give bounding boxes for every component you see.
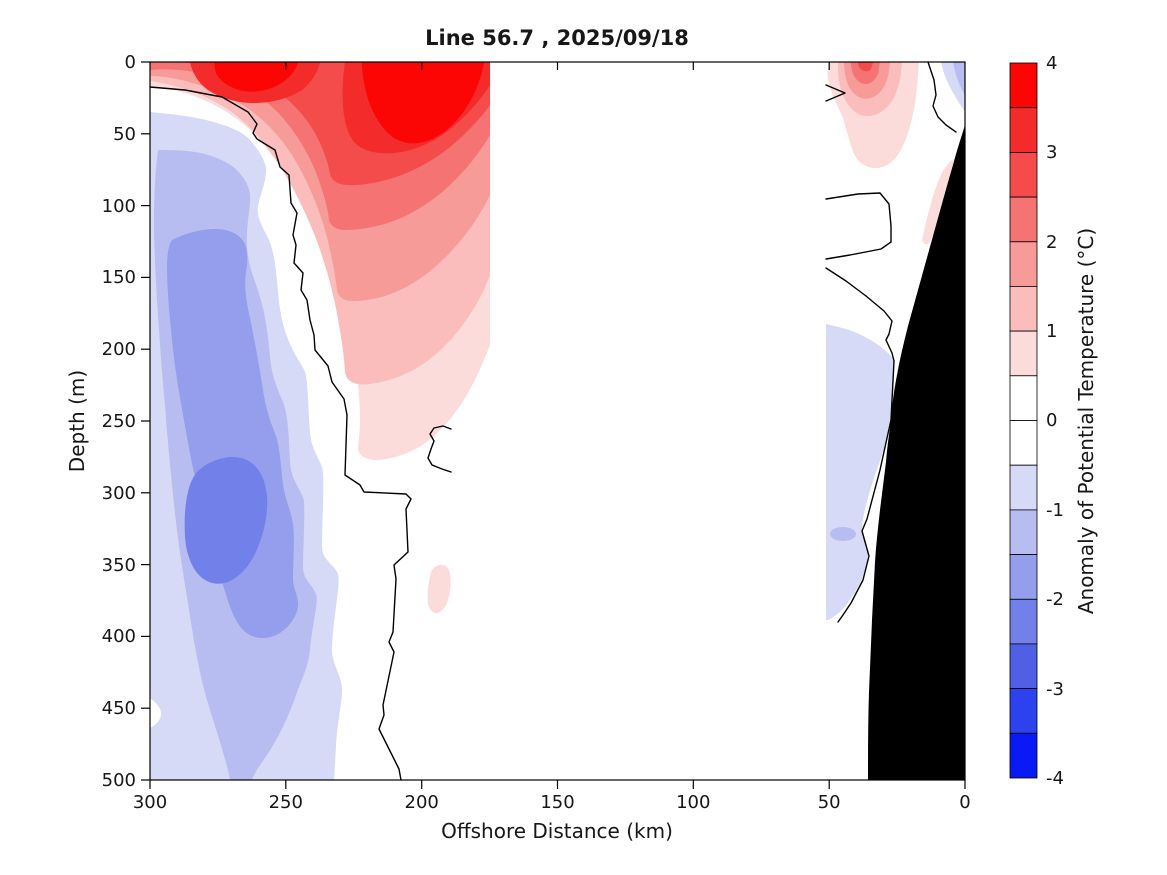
zero-contour-chevron: [825, 84, 846, 102]
cb-tick-0: 0: [1046, 410, 1057, 431]
y-tick-labels: 0 50 100 150 200 250 300 350 400 450 500: [102, 52, 136, 791]
y-tick-label-250: 250: [102, 411, 136, 432]
x-tick-label-50: 50: [818, 792, 841, 813]
cold-core: [184, 457, 268, 584]
cb-tick-1: 1: [1046, 321, 1057, 342]
y-axis-label: Depth (m): [65, 370, 89, 472]
warm-core-west: [214, 62, 298, 92]
left-segment-cold-bands: [150, 112, 343, 780]
nearshore-warm-core: [858, 62, 873, 72]
plot-title: Line 56.7 , 2025/09/18: [425, 26, 689, 50]
x-tick-label-150: 150: [540, 792, 574, 813]
colorbar-seg: [1009, 285, 1038, 332]
cb-tick-m2: -2: [1046, 589, 1064, 610]
cb-tick-2: 2: [1046, 232, 1057, 253]
cb-tick-m4: -4: [1046, 768, 1064, 789]
colorbar-seg: [1009, 241, 1038, 287]
colorbar-seg: [1009, 196, 1038, 243]
right-segment-bands: [826, 62, 965, 620]
colorbar-seg: [1009, 420, 1038, 466]
colorbar-seg: [1009, 688, 1038, 734]
y-tick-label-200: 200: [102, 339, 136, 360]
colorbar: 4 3 2 1 0 -1 -2 -3 -4 Anomaly of Potenti…: [1009, 53, 1098, 789]
x-tick-labels: 300 250 200 150 100 50 0: [133, 792, 971, 813]
nearshore-warm-2p0: [851, 62, 880, 84]
zero-contour-slope: [825, 267, 895, 623]
x-tick-label-100: 100: [676, 792, 710, 813]
zero-contour-coast-top: [927, 61, 957, 133]
nearshore-cold-patch-inner: [830, 527, 856, 541]
cb-tick-m3: -3: [1046, 679, 1064, 700]
x-axis-label: Offshore Distance (km): [441, 819, 673, 843]
x-tick-label-250: 250: [269, 792, 303, 813]
zero-contour-lines: [149, 61, 957, 781]
colorbar-seg: [1009, 330, 1038, 377]
warm-core-east: [362, 62, 484, 144]
colorbar-seg: [1009, 509, 1038, 555]
y-tick-label-0: 0: [125, 52, 136, 73]
colorbar-seg: [1009, 464, 1038, 511]
bottom-axis-ticks: [149, 780, 966, 789]
zero-contour-c-loop: [427, 425, 452, 473]
slope-warm-sliver: [922, 159, 954, 245]
colorbar-seg: [1009, 732, 1038, 779]
cb-tick-m1: -1: [1046, 500, 1064, 521]
zero-contour-loop-100m: [825, 192, 892, 260]
y-tick-label-400: 400: [102, 626, 136, 647]
warm-patch-deep: [427, 564, 451, 614]
colorbar-seg: [1009, 62, 1038, 109]
top-axis-ticks: [285, 62, 830, 70]
y-tick-label-300: 300: [102, 483, 136, 504]
colorbar-seg: [1009, 375, 1038, 421]
y-tick-label-500: 500: [102, 770, 136, 791]
cb-tick-4: 4: [1046, 53, 1057, 74]
cb-tick-3: 3: [1046, 142, 1057, 163]
x-tick-label-300: 300: [133, 792, 167, 813]
zero-contour-main: [149, 86, 412, 781]
colorbar-seg: [1009, 598, 1038, 645]
coast-surface-cold-inner: [953, 62, 965, 95]
y-tick-label-50: 50: [113, 124, 136, 145]
y-tick-label-100: 100: [102, 196, 136, 217]
colorbar-seg: [1009, 554, 1038, 600]
left-segment-warm-bands: [150, 62, 490, 614]
colorbar-label: Anomaly of Potential Temperature (°C): [1074, 228, 1098, 614]
cold-band-1p5: [167, 229, 299, 639]
y-tick-label-150: 150: [102, 267, 136, 288]
nearshore-cold-patch: [826, 324, 894, 620]
y-tick-label-450: 450: [102, 698, 136, 719]
x-tick-label-200: 200: [405, 792, 439, 813]
colorbar-seg: [1009, 107, 1038, 153]
colorbar-seg: [1009, 643, 1038, 690]
left-axis-ticks: [141, 61, 150, 781]
colorbar-seg: [1009, 151, 1038, 198]
x-tick-label-0: 0: [959, 792, 970, 813]
colorbar-tick-labels: 4 3 2 1 0 -1 -2 -3 -4: [1046, 53, 1064, 789]
seafloor-wedge: [868, 125, 965, 780]
y-tick-label-350: 350: [102, 555, 136, 576]
